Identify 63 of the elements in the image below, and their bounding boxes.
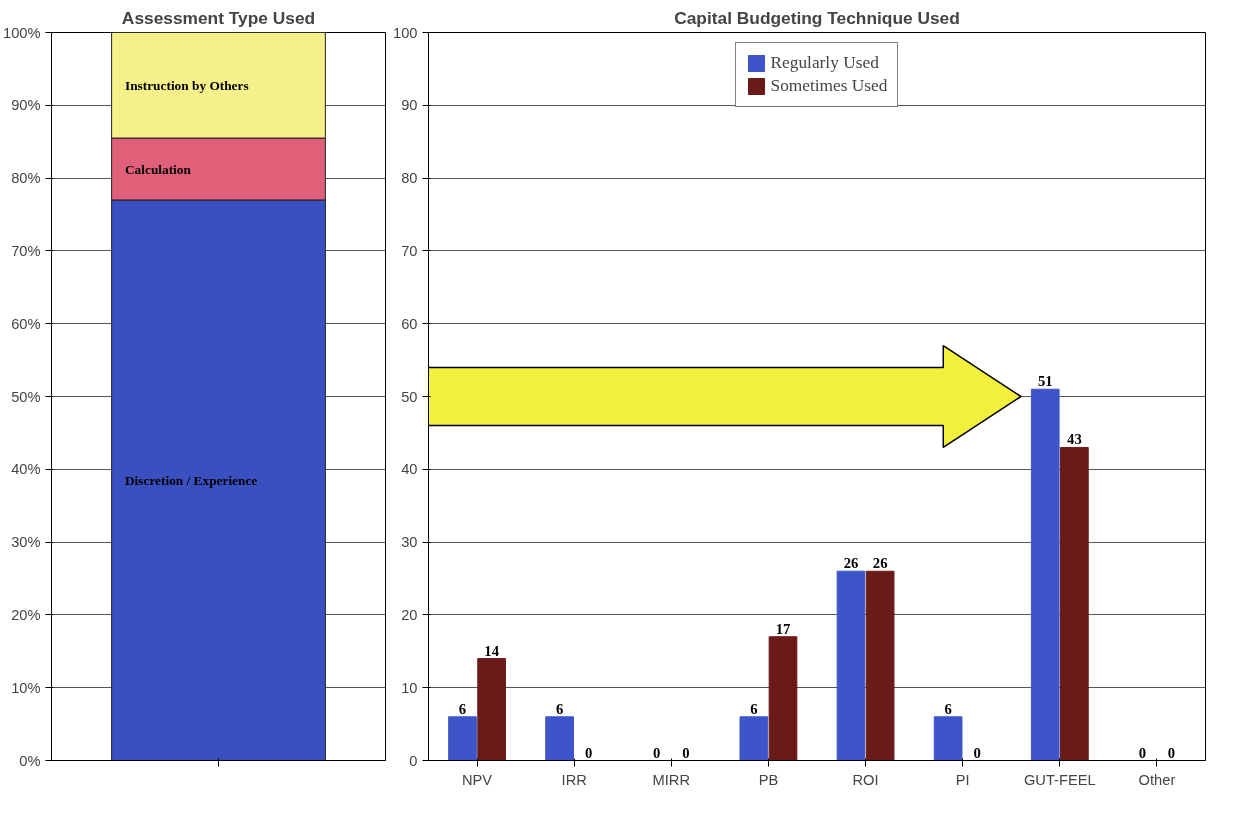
y-tick-label: 90 — [401, 97, 418, 114]
bar — [448, 716, 477, 761]
data-label: 26 — [843, 555, 859, 572]
y-tick-label: 20 — [401, 606, 418, 623]
x-tick-label: MIRR — [652, 771, 691, 788]
y-tick-label: 30 — [401, 534, 418, 551]
data-label: 6 — [750, 700, 758, 717]
data-label: 6 — [458, 700, 467, 717]
series-label: Discretion / Experience — [124, 472, 258, 488]
y-tick-label: 70% — [11, 242, 41, 259]
y-tick-label: 20% — [11, 606, 41, 623]
data-label: 0 — [1167, 744, 1176, 761]
y-tick-label: 90% — [11, 97, 41, 114]
series-label: Calculation — [124, 161, 192, 177]
y-tick-label: 10 — [401, 679, 418, 696]
y-tick-label: 60 — [401, 315, 418, 332]
x-tick-label: IRR — [561, 771, 587, 788]
chart-title: Capital Budgeting Technique Used — [674, 7, 960, 28]
x-tick-label: ROI — [852, 771, 879, 788]
x-tick-label: GUT-FEEL — [1023, 771, 1096, 788]
y-tick-label: 40% — [11, 461, 41, 478]
legend-label: Sometimes Used — [770, 76, 888, 96]
series-label: Instruction by Others — [124, 77, 249, 93]
bar — [545, 716, 574, 761]
data-label: 0 — [682, 744, 690, 761]
y-tick-label: 100% — [3, 24, 41, 41]
y-tick-label: 100 — [393, 24, 418, 41]
bar — [477, 658, 506, 761]
y-tick-label: 50% — [11, 388, 41, 405]
y-tick-label: 40 — [401, 461, 418, 478]
bar — [768, 636, 798, 761]
data-label: 6 — [555, 700, 564, 717]
y-tick-label: 0 — [409, 752, 418, 769]
x-tick-label: PB — [758, 771, 779, 788]
data-label: 0 — [585, 744, 593, 761]
y-tick-label: 10% — [11, 679, 41, 696]
y-tick-label: 80 — [401, 170, 418, 187]
data-label: 51 — [1037, 373, 1053, 390]
data-label: 0 — [973, 744, 981, 761]
y-tick-label: 30% — [11, 534, 41, 551]
data-label: 17 — [775, 620, 791, 637]
x-tick-label: Other — [1138, 771, 1176, 788]
bar — [933, 716, 963, 761]
bar — [836, 570, 866, 761]
bar — [739, 716, 769, 761]
data-label: 6 — [944, 700, 952, 717]
data-label: 43 — [1067, 431, 1082, 448]
bar — [1030, 388, 1060, 761]
data-label: 0 — [653, 744, 661, 761]
y-tick-label: 80% — [11, 170, 41, 187]
x-tick-label: NPV — [461, 771, 493, 788]
y-tick-label: 70 — [401, 242, 418, 259]
data-label: 14 — [484, 642, 500, 659]
x-tick-label: PI — [955, 771, 970, 788]
y-tick-label: 0% — [19, 752, 41, 769]
chart-title: Assessment Type Used — [121, 7, 316, 28]
y-tick-label: 50 — [401, 388, 418, 405]
bar — [865, 570, 895, 761]
y-tick-label: 60% — [11, 315, 41, 332]
bar — [1060, 446, 1089, 761]
legend-label: Regularly Used — [770, 53, 879, 73]
data-label: 26 — [872, 555, 888, 572]
data-label: 0 — [1138, 744, 1147, 761]
